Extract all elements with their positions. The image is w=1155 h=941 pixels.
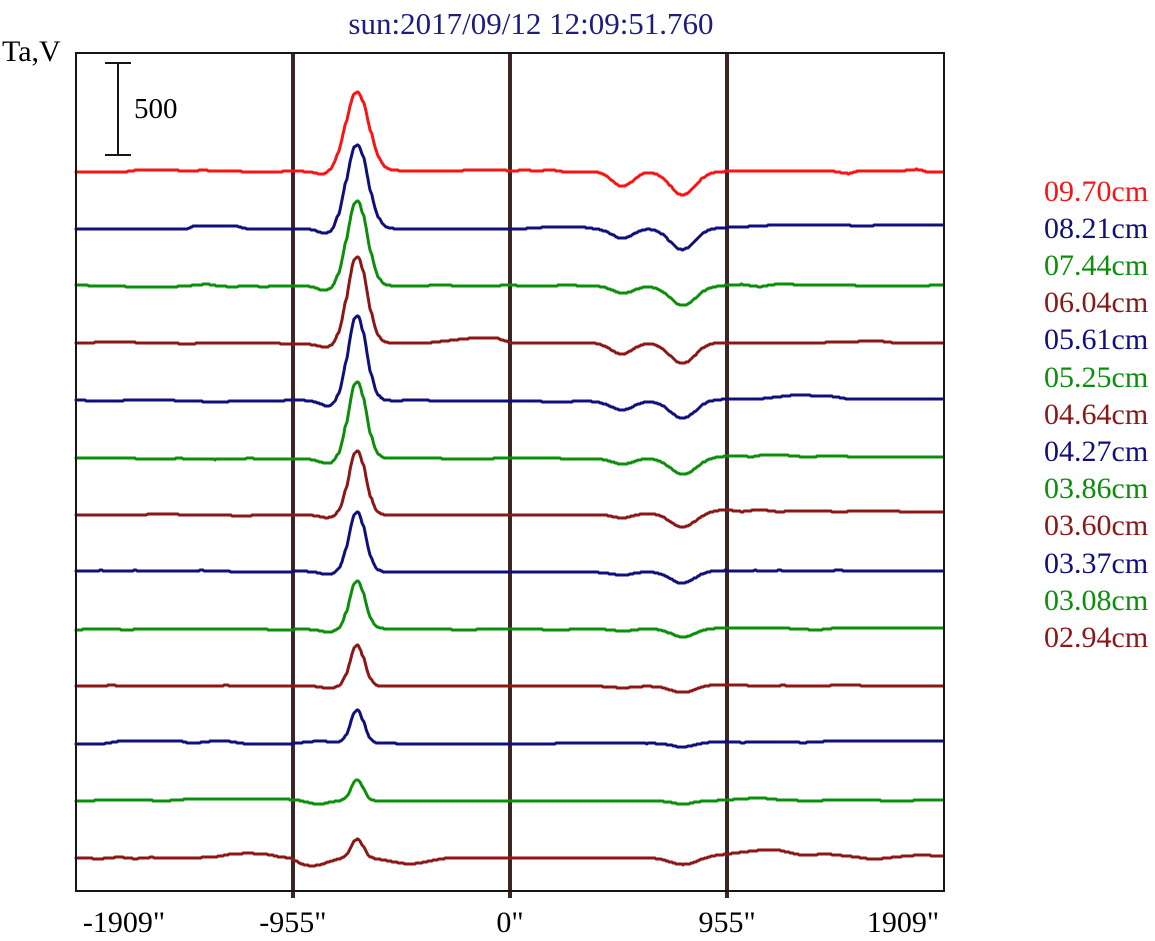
wavelength-label: 05.61cm bbox=[1044, 323, 1149, 357]
wavelength-label: 05.25cm bbox=[1044, 360, 1149, 394]
wavelength-label: 06.04cm bbox=[1044, 286, 1149, 320]
trace-line-04.64cm bbox=[74, 449, 945, 529]
trace-line-08.21cm bbox=[74, 143, 945, 252]
wavelength-label: 03.86cm bbox=[1044, 472, 1149, 506]
trace-line-04.27cm bbox=[74, 510, 945, 585]
x-tick-label: 955" bbox=[698, 906, 756, 939]
wavelength-label: 03.37cm bbox=[1044, 546, 1149, 580]
trace-line-03.08cm bbox=[74, 778, 945, 806]
wavelength-label: 07.44cm bbox=[1044, 248, 1149, 282]
x-tick-label: 1909" bbox=[866, 906, 940, 939]
trace-line-06.04cm bbox=[74, 255, 945, 365]
wavelength-label: 04.64cm bbox=[1044, 397, 1149, 431]
x-tick-label: 0" bbox=[496, 906, 524, 939]
wavelength-label: 04.27cm bbox=[1044, 434, 1149, 468]
reference-vlines bbox=[291, 53, 729, 898]
wavelength-label: 03.08cm bbox=[1044, 583, 1149, 617]
x-tick-label: -955" bbox=[259, 906, 327, 939]
scalebar-value-label: 500 bbox=[134, 93, 178, 125]
plot-frame bbox=[75, 52, 945, 892]
wavelength-label: 02.94cm bbox=[1044, 620, 1149, 654]
trace-line-05.25cm bbox=[74, 380, 945, 476]
wavelength-label: 08.21cm bbox=[1044, 211, 1149, 245]
trace-line-09.70cm bbox=[74, 90, 945, 197]
trace-line-03.60cm bbox=[74, 643, 945, 694]
y-axis-unit-label: Ta,V bbox=[2, 35, 61, 68]
intensity-scale-bar bbox=[105, 62, 131, 156]
trace-group bbox=[74, 90, 945, 868]
trace-line-02.94cm bbox=[74, 837, 945, 868]
trace-line-03.86cm bbox=[74, 579, 945, 639]
wavelength-label: 03.60cm bbox=[1044, 509, 1149, 543]
trace-line-03.37cm bbox=[74, 708, 945, 749]
plot-title: sun:2017/09/12 12:09:51.760 bbox=[348, 6, 714, 41]
trace-line-07.44cm bbox=[74, 199, 945, 307]
x-tick-label: -1909" bbox=[82, 906, 166, 939]
trace-line-05.61cm bbox=[74, 314, 945, 420]
wavelength-label: 09.70cm bbox=[1044, 174, 1149, 208]
